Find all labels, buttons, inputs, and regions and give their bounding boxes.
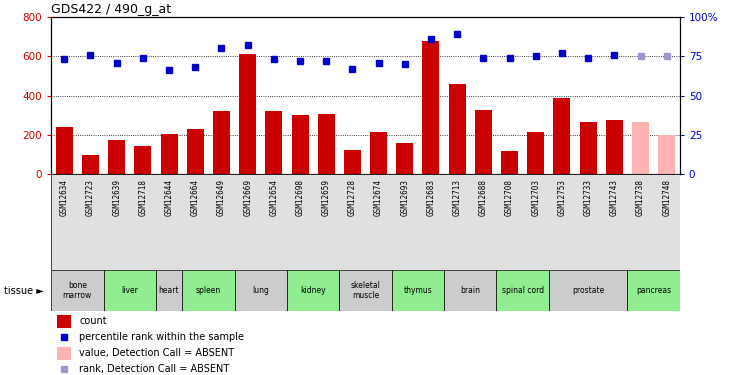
Text: GSM12733: GSM12733 (583, 179, 593, 216)
Bar (658, 135, 675, 174)
Bar (265, 111, 282, 174)
Bar (475, 110, 492, 174)
Text: GSM12753: GSM12753 (558, 179, 567, 216)
Bar (553, 98, 570, 174)
Text: GSM12713: GSM12713 (452, 179, 462, 216)
Bar (51, 270, 104, 311)
Bar (135, 146, 151, 174)
Text: GSM12669: GSM12669 (243, 179, 252, 216)
Text: brain: brain (461, 286, 480, 295)
Bar (213, 111, 230, 174)
Bar (449, 84, 466, 174)
Text: GSM12634: GSM12634 (60, 179, 69, 216)
Bar (108, 140, 125, 174)
Text: GSM12649: GSM12649 (217, 179, 226, 216)
Text: percentile rank within the sample: percentile rank within the sample (80, 332, 244, 342)
Bar (339, 270, 392, 311)
Text: GSM12708: GSM12708 (505, 179, 514, 216)
Bar (186, 129, 204, 174)
Text: lung: lung (252, 286, 269, 295)
Bar (627, 270, 680, 311)
Bar (632, 122, 649, 174)
Bar (182, 270, 235, 311)
Text: GSM12659: GSM12659 (322, 179, 330, 216)
Bar (318, 114, 335, 174)
Text: GSM12698: GSM12698 (295, 179, 305, 216)
Text: skeletal
muscle: skeletal muscle (351, 281, 380, 300)
Text: kidney: kidney (300, 286, 326, 295)
Text: GSM12664: GSM12664 (191, 179, 200, 216)
Text: GSM12654: GSM12654 (269, 179, 279, 216)
Text: liver: liver (121, 286, 138, 295)
Bar (82, 154, 99, 174)
Text: GSM12644: GSM12644 (164, 179, 173, 216)
Text: thymus: thymus (404, 286, 432, 295)
Bar (392, 270, 444, 311)
Text: GSM12693: GSM12693 (401, 179, 409, 216)
Text: heart: heart (159, 286, 179, 295)
Bar (292, 116, 308, 174)
Bar (235, 270, 287, 311)
Text: GSM12718: GSM12718 (138, 179, 148, 216)
Text: prostate: prostate (572, 286, 605, 295)
Bar (239, 54, 256, 174)
Bar (58, 315, 72, 328)
Bar (501, 151, 518, 174)
Text: rank, Detection Call = ABSENT: rank, Detection Call = ABSENT (80, 364, 230, 374)
Bar (423, 40, 439, 174)
Text: bone
marrow: bone marrow (63, 281, 92, 300)
Bar (51, 174, 680, 270)
Text: tissue ►: tissue ► (4, 286, 43, 296)
Text: GSM12674: GSM12674 (374, 179, 383, 216)
Text: GSM12738: GSM12738 (636, 179, 645, 216)
Bar (156, 270, 182, 311)
Bar (606, 120, 623, 174)
Text: pancreas: pancreas (636, 286, 671, 295)
Bar (104, 270, 156, 311)
Text: GSM12743: GSM12743 (610, 179, 619, 216)
Bar (496, 270, 549, 311)
Text: spleen: spleen (196, 286, 221, 295)
Bar (396, 143, 413, 174)
Text: GSM12683: GSM12683 (426, 179, 436, 216)
Text: value, Detection Call = ABSENT: value, Detection Call = ABSENT (80, 348, 235, 358)
Bar (161, 134, 178, 174)
Bar (344, 150, 361, 174)
Text: GDS422 / 490_g_at: GDS422 / 490_g_at (51, 3, 171, 16)
Text: GSM12703: GSM12703 (531, 179, 540, 216)
Bar (287, 270, 339, 311)
Bar (444, 270, 496, 311)
Bar (56, 127, 73, 174)
Bar (549, 270, 627, 311)
Text: GSM12639: GSM12639 (112, 179, 121, 216)
Text: GSM12688: GSM12688 (479, 179, 488, 216)
Bar (580, 122, 596, 174)
Text: GSM12728: GSM12728 (348, 179, 357, 216)
Text: GSM12748: GSM12748 (662, 179, 671, 216)
Text: GSM12723: GSM12723 (86, 179, 95, 216)
Text: spinal cord: spinal cord (501, 286, 544, 295)
Bar (527, 132, 545, 174)
Text: count: count (80, 316, 107, 327)
Bar (58, 347, 72, 360)
Bar (370, 132, 387, 174)
